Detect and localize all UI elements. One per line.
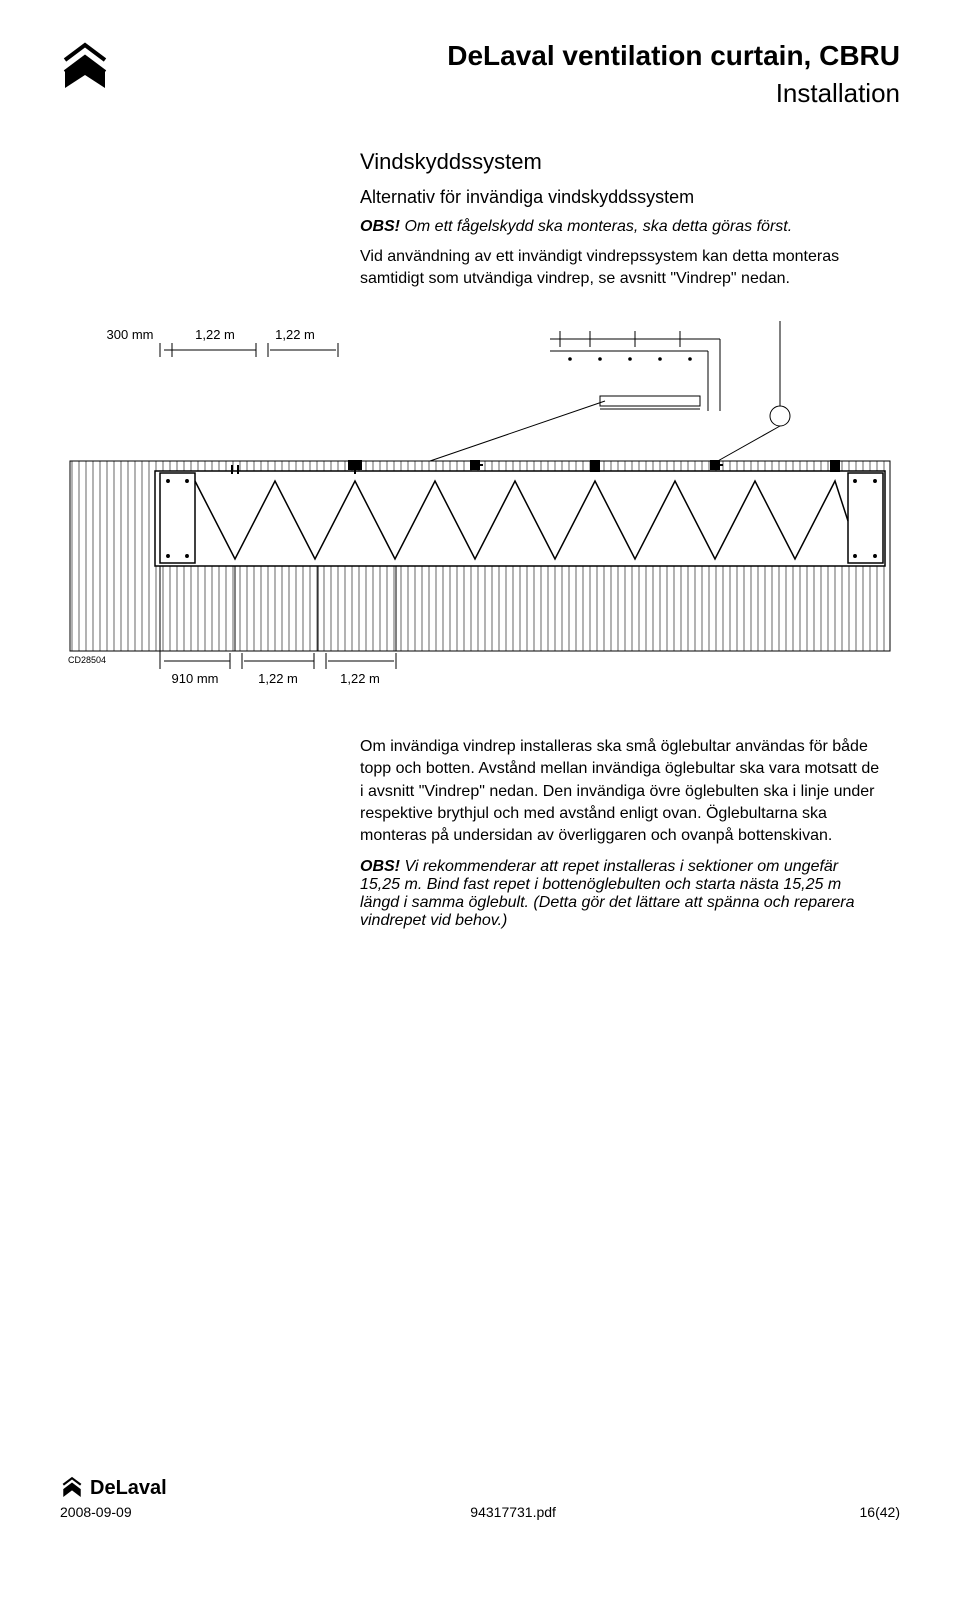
paragraph-1: Vid användning av ett invändigt vindreps… — [360, 246, 880, 291]
footer-file: 94317731.pdf — [470, 1504, 556, 1520]
curtain-opening — [155, 471, 885, 566]
lower-content: Om invändiga vindrep installeras ska små… — [360, 736, 880, 930]
content-block: Vindskyddssystem Alternativ för invändig… — [360, 149, 880, 291]
note-1-label: OBS! — [360, 218, 400, 235]
note-1: OBS! Om ett fågelskydd ska monteras, ska… — [360, 218, 880, 236]
note-1-text: Om ett fågelskydd ska monteras, ska dett… — [400, 218, 792, 235]
section-subheading: Alternativ för invändiga vindskyddssyste… — [360, 187, 880, 208]
dim-bottom-mid2: 1,22 m — [340, 671, 380, 686]
dim-top-left: 300 mm — [107, 327, 154, 342]
diagram-code: CD28504 — [68, 655, 106, 665]
installation-diagram: 300 mm 1,22 m 1,22 m — [60, 321, 900, 706]
document-subtitle: Installation — [130, 78, 900, 109]
footer-date: 2008-09-09 — [60, 1504, 167, 1520]
page-footer: DeLaval 2008-09-09 94317731.pdf 16(42) — [60, 1476, 900, 1520]
note-2: OBS! Vi rekommenderar att repet installe… — [360, 858, 880, 930]
dim-top-mid1: 1,22 m — [195, 327, 235, 342]
detail-inset — [430, 321, 790, 471]
note-2-text: Vi rekommenderar att repet installeras i… — [360, 858, 855, 929]
footer-brand-logo: DeLaval — [60, 1476, 167, 1500]
document-title: DeLaval ventilation curtain, CBRU — [130, 40, 900, 72]
footer-brand-text: DeLaval — [90, 1477, 167, 1500]
dim-bottom-mid1: 1,22 m — [258, 671, 298, 686]
section-heading: Vindskyddssystem — [360, 149, 880, 175]
footer-page: 16(42) — [860, 1504, 900, 1520]
page-header: DeLaval ventilation curtain, CBRU Instal… — [60, 40, 900, 109]
dim-bottom-left: 910 mm — [172, 671, 219, 686]
delaval-chevron-icon — [60, 40, 110, 95]
dim-top-mid2: 1,22 m — [275, 327, 315, 342]
delaval-footer-icon — [60, 1476, 84, 1500]
paragraph-2: Om invändiga vindrep installeras ska små… — [360, 736, 880, 848]
note-2-label: OBS! — [360, 858, 400, 875]
